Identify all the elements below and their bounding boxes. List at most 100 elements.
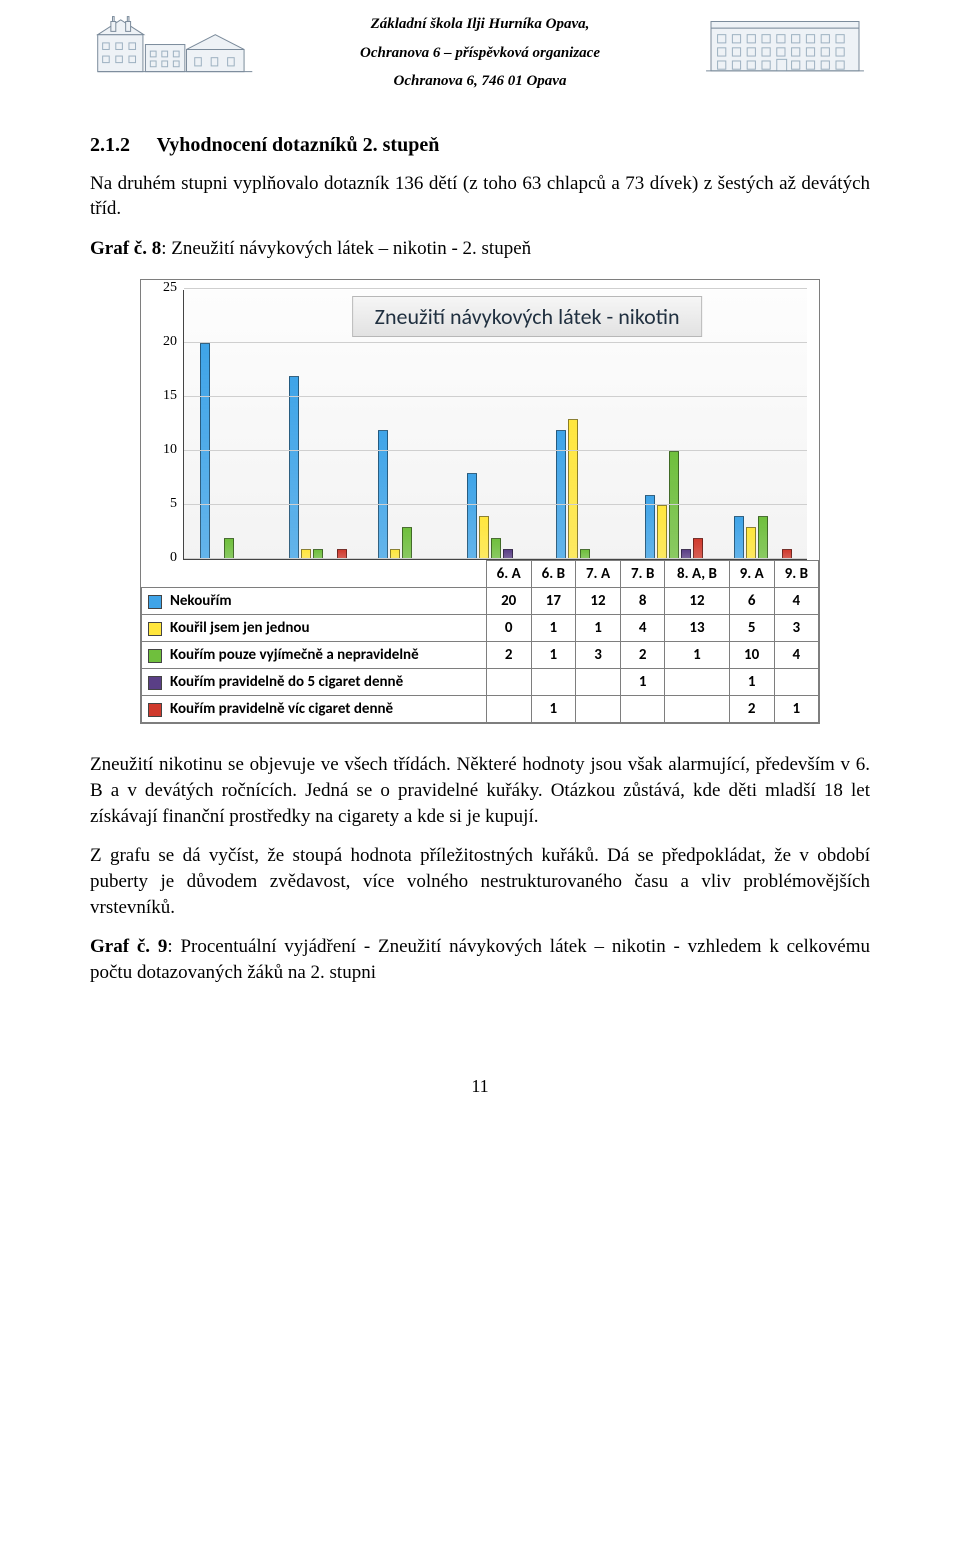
chart-bar (289, 376, 299, 560)
header-line-1: Základní škola Ilji Hurníka Opava, (360, 10, 600, 39)
table-cell: 4 (621, 615, 665, 642)
table-cell: 4 (774, 588, 818, 615)
table-col-header: 9. A (729, 561, 774, 588)
page-number: 11 (90, 1076, 870, 1097)
table-cell: 8 (621, 588, 665, 615)
ytick-label: 0 (170, 550, 177, 566)
table-row: Kouřím pouze vyjímečně a nepravidelně213… (142, 642, 819, 669)
table-cell: 2 (486, 642, 531, 669)
header-center-text: Základní škola Ilji Hurníka Opava, Ochra… (360, 10, 600, 96)
ytick-label: 20 (163, 334, 177, 350)
chart-bar (556, 430, 566, 560)
table-cell (665, 669, 729, 696)
graf8-caption-line: Graf č. 8: Zneužití návykových látek – n… (90, 236, 870, 262)
table-cell (486, 696, 531, 723)
table-cell (665, 696, 729, 723)
table-row-label: Kouřil jsem jen jednou (142, 615, 487, 642)
table-cell: 3 (774, 615, 818, 642)
table-col-header: 7. B (621, 561, 665, 588)
table-cell: 1 (531, 642, 575, 669)
chart-bar (734, 516, 744, 559)
ytick-label: 25 (163, 280, 177, 296)
graf9-label: Graf č. 9 (90, 936, 167, 957)
graf8-caption: : Zneužití návykových látek – nikotin - … (161, 238, 531, 259)
table-cell: 20 (486, 588, 531, 615)
table-row: Kouřím pravidelně do 5 cigaret denně 1 1 (142, 669, 819, 696)
table-cell: 2 (621, 642, 665, 669)
table-row-label: Kouřím pravidelně do 5 cigaret denně (142, 669, 487, 696)
page-header: Základní škola Ilji Hurníka Opava, Ochra… (90, 0, 870, 102)
chart-bar (758, 516, 768, 559)
chart-bar-group (718, 290, 807, 559)
paragraph-2: Z grafu se dá vyčíst, že stoupá hodnota … (90, 843, 870, 920)
chart-bar (200, 343, 210, 559)
chart-bar (479, 516, 489, 559)
chart-bar-groups (184, 290, 807, 559)
intro-paragraph: Na druhém stupni vyplňovalo dotazník 136… (90, 171, 870, 222)
table-row: Nekouřím20171281264 (142, 588, 819, 615)
section-title: Vyhodnocení dotazníků 2. stupeň (157, 134, 440, 156)
table-cell (575, 669, 620, 696)
table-cell: 1 (531, 696, 575, 723)
table-cell (621, 696, 665, 723)
table-cell: 1 (531, 615, 575, 642)
chart-bar (467, 473, 477, 559)
table-cell: 2 (729, 696, 774, 723)
table-row: Kouřím pravidelně víc cigaret denně121 (142, 696, 819, 723)
chart-bar-group (540, 290, 629, 559)
chart-bar (657, 505, 667, 559)
legend-swatch-icon (148, 703, 162, 717)
table-cell: 10 (729, 642, 774, 669)
ytick-label: 5 (170, 496, 177, 512)
table-cell: 1 (665, 642, 729, 669)
table-cell: 1 (621, 669, 665, 696)
ytick-label: 10 (163, 442, 177, 458)
graf8-label: Graf č. 8 (90, 238, 161, 259)
header-line-2: Ochranova 6 – příspěvková organizace (360, 39, 600, 68)
table-cell (575, 696, 620, 723)
chart-bar (669, 451, 679, 559)
table-cell: 1 (729, 669, 774, 696)
table-row-label: Nekouřím (142, 588, 487, 615)
header-right-building-icon (700, 10, 870, 84)
graf9-caption-line: Graf č. 9: Procentuální vyjádření - Zneu… (90, 934, 870, 985)
table-cell: 3 (575, 642, 620, 669)
graf9-caption: : Procentuální vyjádření - Zneužití návy… (90, 936, 870, 983)
table-col-header: 7. A (575, 561, 620, 588)
table-col-header: 8. A, B (665, 561, 729, 588)
section-number: 2.1.2 (90, 134, 152, 157)
chart-container: 0510152025 Zneužití návykových látek - n… (140, 279, 820, 724)
paragraph-1: Zneužití nikotinu se objevuje ve všech t… (90, 752, 870, 829)
chart-bar (746, 527, 756, 559)
table-cell: 1 (575, 615, 620, 642)
table-cell: 12 (575, 588, 620, 615)
table-cell: 13 (665, 615, 729, 642)
chart-plot-area: Zneužití návykových látek - nikotin (183, 290, 807, 560)
chart-bar (402, 527, 412, 559)
chart-bar-group (451, 290, 540, 559)
table-col-header: 9. B (774, 561, 818, 588)
chart-bar (378, 430, 388, 560)
chart-bar (491, 538, 501, 560)
chart-bar (693, 538, 703, 560)
legend-swatch-icon (148, 676, 162, 690)
chart-bar-group (273, 290, 362, 559)
table-cell (531, 669, 575, 696)
table-row-label: Kouřím pravidelně víc cigaret denně (142, 696, 487, 723)
legend-swatch-icon (148, 622, 162, 636)
header-left-building-icon (90, 10, 260, 84)
table-cell: 0 (486, 615, 531, 642)
ytick-label: 15 (163, 388, 177, 404)
chart-data-table: 6. A6. B7. A7. B8. A, B9. A9. BNekouřím2… (141, 560, 819, 723)
legend-swatch-icon (148, 649, 162, 663)
table-col-header: 6. B (531, 561, 575, 588)
legend-swatch-icon (148, 595, 162, 609)
chart-y-axis: 0510152025 (141, 280, 183, 560)
chart-bar-group (362, 290, 451, 559)
header-line-3: Ochranova 6, 746 01 Opava (360, 67, 600, 96)
table-cell: 12 (665, 588, 729, 615)
table-col-header: 6. A (486, 561, 531, 588)
chart-box: 0510152025 Zneužití návykových látek - n… (140, 279, 820, 724)
section-heading: 2.1.2 Vyhodnocení dotazníků 2. stupeň (90, 134, 870, 157)
table-cell (486, 669, 531, 696)
